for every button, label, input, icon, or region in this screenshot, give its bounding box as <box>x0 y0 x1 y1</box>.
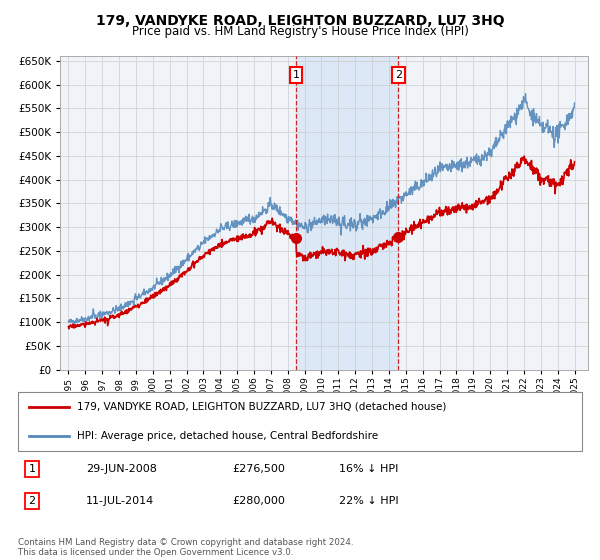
Text: 2: 2 <box>395 70 402 80</box>
Text: 16% ↓ HPI: 16% ↓ HPI <box>340 464 399 474</box>
Text: HPI: Average price, detached house, Central Bedfordshire: HPI: Average price, detached house, Cent… <box>77 431 379 441</box>
Text: 11-JUL-2014: 11-JUL-2014 <box>86 496 154 506</box>
Text: Price paid vs. HM Land Registry's House Price Index (HPI): Price paid vs. HM Land Registry's House … <box>131 25 469 38</box>
Text: 179, VANDYKE ROAD, LEIGHTON BUZZARD, LU7 3HQ (detached house): 179, VANDYKE ROAD, LEIGHTON BUZZARD, LU7… <box>77 402 446 412</box>
Bar <box>296 56 398 370</box>
Text: Contains HM Land Registry data © Crown copyright and database right 2024.
This d: Contains HM Land Registry data © Crown c… <box>18 538 353 557</box>
Text: 1: 1 <box>29 464 35 474</box>
Text: 2: 2 <box>29 496 35 506</box>
FancyBboxPatch shape <box>18 392 582 451</box>
Text: 22% ↓ HPI: 22% ↓ HPI <box>340 496 399 506</box>
Text: 179, VANDYKE ROAD, LEIGHTON BUZZARD, LU7 3HQ: 179, VANDYKE ROAD, LEIGHTON BUZZARD, LU7… <box>95 14 505 28</box>
Text: 29-JUN-2008: 29-JUN-2008 <box>86 464 157 474</box>
Text: 1: 1 <box>293 70 299 80</box>
Text: £280,000: £280,000 <box>232 496 285 506</box>
Text: £276,500: £276,500 <box>232 464 285 474</box>
